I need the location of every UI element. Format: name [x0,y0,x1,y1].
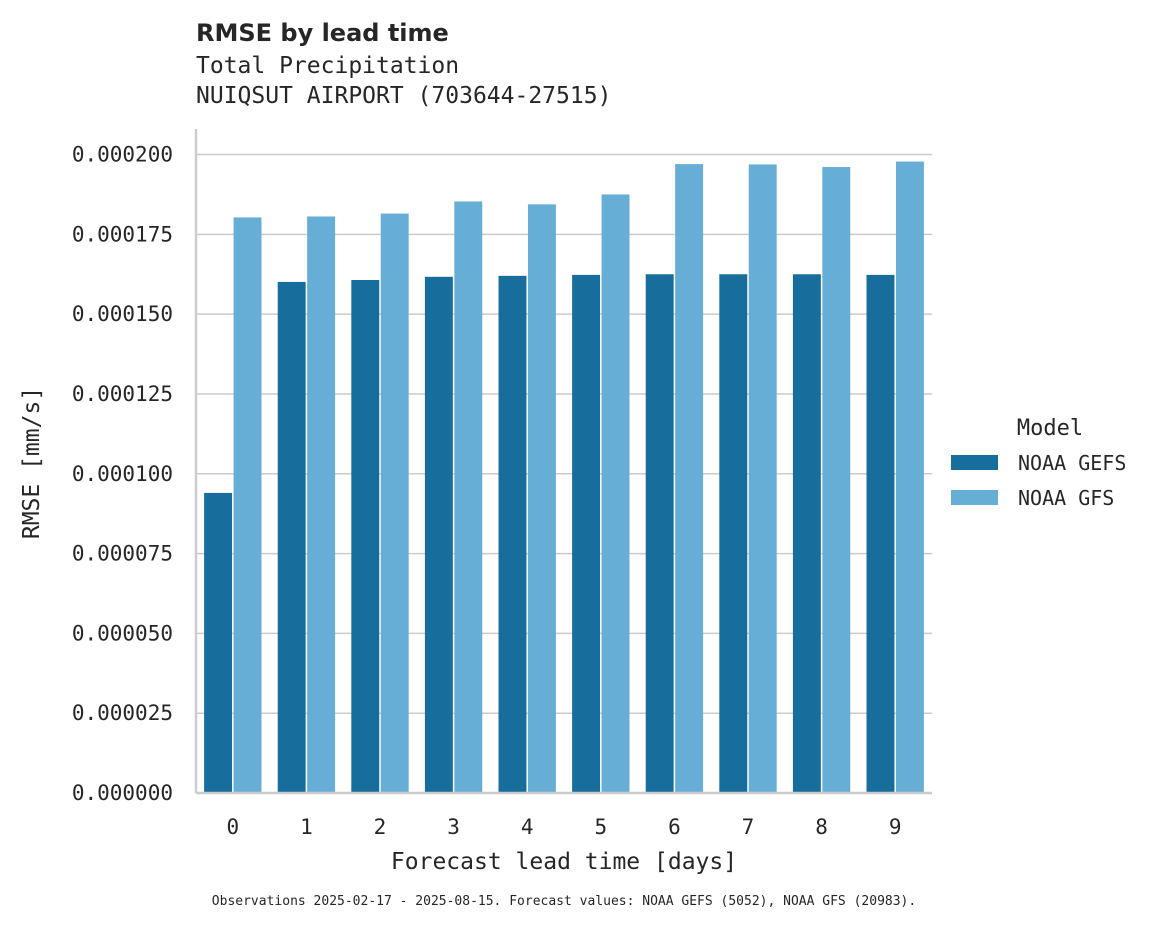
chart-title: RMSE by lead time [196,19,449,47]
bar-noaa-gfs-day-4 [527,204,556,794]
legend-swatch-noaa-gefs [951,455,998,470]
bar-noaa-gfs-day-1 [307,216,336,793]
legend-swatch-noaa-gfs [951,490,998,505]
bar-noaa-gefs-day-5 [572,274,601,794]
x-tick-label: 8 [815,815,828,839]
y-tick-label: 0.000050 [72,621,173,645]
legend-title: Model [1017,416,1083,441]
y-tick-label: 0.000175 [72,222,173,246]
bar-noaa-gefs-day-9 [866,274,895,794]
bar-noaa-gfs-day-2 [380,213,409,793]
x-tick-label: 3 [447,815,460,839]
x-axis-label: Forecast lead time [days] [391,849,737,875]
x-tick-label: 0 [226,815,239,839]
bar-noaa-gefs-day-6 [645,274,674,793]
chart-subtitle-station: NUIQSUT AIRPORT (703644-27515) [196,83,611,109]
bar-noaa-gfs-day-6 [675,164,704,794]
bar-noaa-gefs-day-0 [204,492,233,793]
y-tick-label: 0.000125 [72,382,173,406]
x-tick-labels: 0 1 2 3 4 5 6 7 8 9 [226,815,901,839]
x-tick-label: 1 [300,815,313,839]
chart-subtitle-variable: Total Precipitation [196,53,459,79]
bar-noaa-gefs-day-2 [351,279,380,793]
y-gridlines [196,153,932,714]
footnote: Observations 2025-02-17 - 2025-08-15. Fo… [212,894,916,909]
y-axis-label: RMSE [mm/s] [19,387,45,539]
y-tick-label: 0.000000 [72,781,173,805]
x-tick-label: 2 [374,815,387,839]
bar-noaa-gefs-day-4 [498,275,527,793]
legend-label-noaa-gfs: NOAA GFS [1018,486,1114,510]
x-tick-label: 4 [521,815,534,839]
y-tick-label: 0.000200 [72,143,173,167]
y-tick-label: 0.000150 [72,302,173,326]
y-tick-label: 0.000100 [72,462,173,486]
bar-noaa-gefs-day-7 [719,274,748,793]
y-tick-labels: 0.000000 0.000025 0.000050 0.000075 0.000100… [72,143,173,805]
bar-noaa-gfs-day-3 [454,201,483,793]
bar-noaa-gfs-day-0 [233,217,262,793]
y-tick-label: 0.000075 [72,542,173,566]
bar-noaa-gfs-day-9 [895,161,924,794]
x-tick-label: 5 [594,815,607,839]
bar-noaa-gefs-day-8 [792,274,821,793]
bar-noaa-gefs-day-1 [277,281,306,793]
bar-noaa-gfs-day-8 [822,166,851,793]
bar-noaa-gefs-day-3 [424,276,453,793]
x-tick-label: 9 [889,815,902,839]
bars [204,161,924,794]
bar-noaa-gfs-day-7 [748,164,777,793]
legend-label-noaa-gefs: NOAA GEFS [1018,451,1126,475]
y-tick-label: 0.000025 [72,701,173,725]
legend: Model NOAA GEFS NOAA GFS [951,416,1126,510]
x-tick-label: 7 [742,815,755,839]
bar-noaa-gfs-day-5 [601,194,630,793]
x-tick-label: 6 [668,815,681,839]
